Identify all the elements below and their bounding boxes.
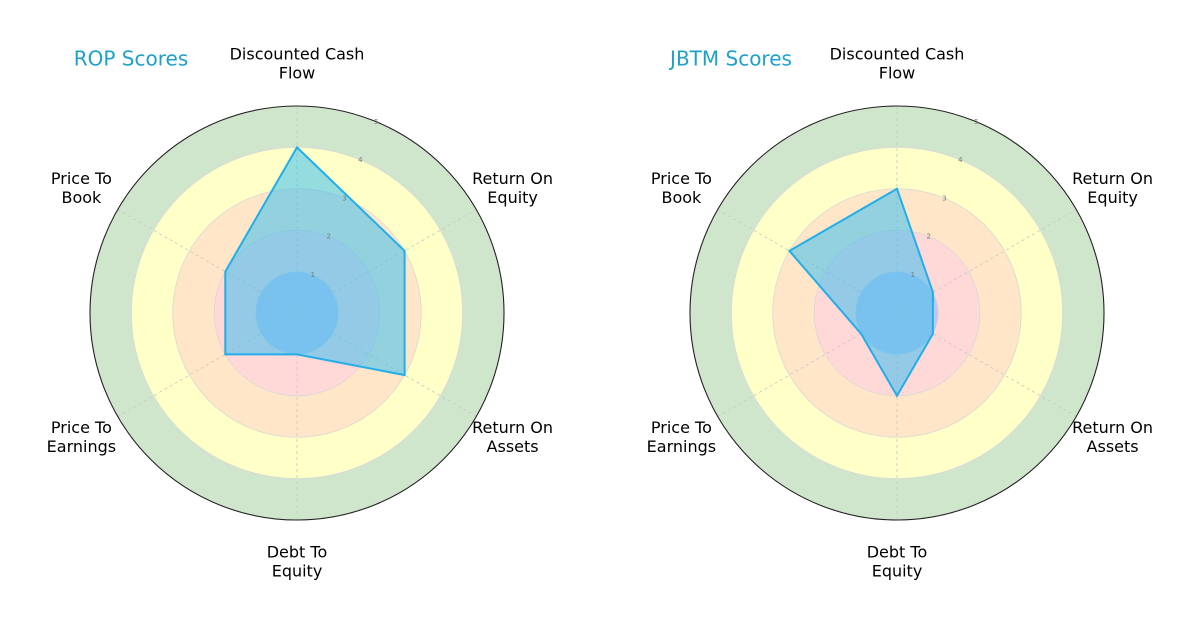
axis-spoke-5: [117, 312, 298, 417]
axis-label-line: Flow: [279, 63, 316, 82]
score-polygon: [787, 187, 934, 398]
axis-label-1: Discounted Cash Flow: [230, 44, 365, 82]
axis-label-line: Debt To: [867, 542, 928, 561]
tick-label-5: 5: [974, 118, 978, 126]
axis-label-2: Return On Equity: [472, 169, 553, 207]
axis-label-line: Earnings: [647, 437, 716, 456]
axis-label-line: Equity: [487, 188, 538, 207]
tick-label-5: 5: [374, 118, 378, 126]
axis-label-3: Return On Assets: [472, 418, 553, 456]
chart-title: ROP Scores: [74, 47, 189, 71]
axis-label-line: Price To: [51, 169, 112, 188]
axis-label-line: Price To: [651, 418, 712, 437]
axis-label-3: Return On Assets: [1072, 418, 1153, 456]
axis-spoke-6: [117, 209, 298, 314]
score-polygon: [224, 145, 406, 377]
axis-label-line: Book: [61, 188, 102, 207]
tick-label-1: 1: [311, 271, 315, 279]
axis-spoke-5: [717, 312, 898, 417]
axis-label-line: Equity: [872, 561, 923, 580]
axis-spoke-3: [896, 312, 1077, 417]
axis-label-line: Discounted Cash: [230, 44, 365, 63]
axis-label-1: Discounted Cash Flow: [830, 44, 965, 82]
axis-label-line: Earnings: [47, 437, 116, 456]
axis-label-line: Return On: [472, 169, 553, 188]
axis-label-2: Return On Equity: [1072, 169, 1153, 207]
axis-label-line: Debt To: [267, 542, 328, 561]
chart-title: JBTM Scores: [668, 47, 792, 71]
axis-label-line: Return On: [1072, 169, 1153, 188]
axis-label-line: Equity: [272, 561, 323, 580]
axis-label-line: Assets: [1087, 437, 1139, 456]
tick-label-2: 2: [326, 233, 330, 241]
axis-label-6: Price To Book: [51, 169, 112, 207]
axis-label-6: Price To Book: [651, 169, 712, 207]
axis-label-4: Debt To Equity: [867, 542, 928, 580]
tick-label-2: 2: [926, 233, 930, 241]
grid-ring-4: [731, 146, 1064, 480]
tick-label-4: 4: [958, 156, 963, 164]
axis-label-line: Flow: [879, 63, 916, 82]
axis-label-5: Price To Earnings: [47, 418, 116, 456]
outer-frame: [689, 105, 1105, 521]
axis-spoke-2: [896, 209, 1077, 314]
tick-label-4: 4: [358, 156, 363, 164]
outer-frame: [89, 105, 505, 521]
axis-label-line: Equity: [1087, 188, 1138, 207]
tick-label-3: 3: [942, 194, 946, 202]
tick-label-1: 1: [911, 271, 915, 279]
axis-label-line: Return On: [472, 418, 553, 437]
axis-label-line: Book: [661, 188, 702, 207]
axis-label-line: Return On: [1072, 418, 1153, 437]
axis-label-line: Assets: [487, 437, 539, 456]
axis-label-5: Price To Earnings: [647, 418, 716, 456]
axis-label-line: Discounted Cash: [830, 44, 965, 63]
axis-label-4: Debt To Equity: [267, 542, 328, 580]
axis-label-line: Price To: [51, 418, 112, 437]
axis-label-line: Price To: [651, 169, 712, 188]
tick-label-3: 3: [342, 194, 346, 202]
